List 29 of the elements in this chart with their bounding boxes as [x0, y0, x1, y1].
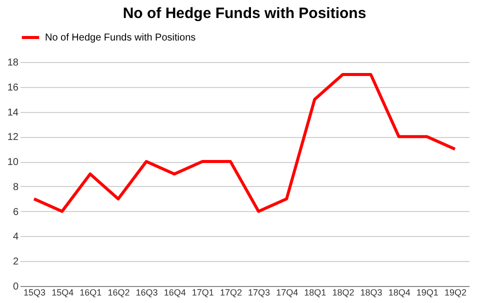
- y-tick-label: 10: [7, 157, 19, 168]
- x-tick-label: 19Q2: [444, 288, 466, 298]
- y-tick-label: 18: [7, 58, 19, 68]
- y-tick-label: 12: [7, 132, 19, 144]
- chart-title: No of Hedge Funds with Positions: [122, 5, 366, 22]
- x-tick-label: 17Q2: [220, 288, 242, 298]
- y-tick-label: 16: [7, 82, 19, 94]
- x-tick-label: 16Q4: [164, 288, 186, 298]
- y-tick-label: 14: [7, 107, 19, 118]
- x-tick-label: 16Q2: [108, 288, 130, 298]
- x-tick-label: 19Q1: [416, 288, 438, 298]
- x-tick-label: 18Q1: [304, 288, 326, 298]
- y-tick-label: 0: [12, 282, 19, 292]
- y-tick-label: 6: [12, 206, 19, 218]
- x-tick-label: 17Q3: [248, 288, 270, 298]
- x-tick-label: 18Q2: [332, 288, 354, 298]
- x-tick-label: 15Q4: [52, 288, 74, 298]
- x-tick-label: 18Q3: [360, 288, 382, 298]
- x-tick-label: 16Q1: [80, 288, 102, 298]
- y-tick-label: 8: [12, 182, 19, 193]
- x-tick-label: 15Q3: [24, 288, 46, 298]
- y-tick-label: 4: [12, 232, 19, 243]
- x-tick-label: 16Q3: [136, 288, 158, 298]
- x-tick-label: 17Q1: [192, 288, 214, 298]
- x-tick-label: 18Q4: [388, 288, 410, 298]
- y-tick-label: 2: [12, 256, 19, 268]
- legend-label: No of Hedge Funds with Positions: [45, 32, 196, 44]
- line-series: [32, 72, 456, 213]
- x-tick-label: 17Q4: [276, 288, 298, 298]
